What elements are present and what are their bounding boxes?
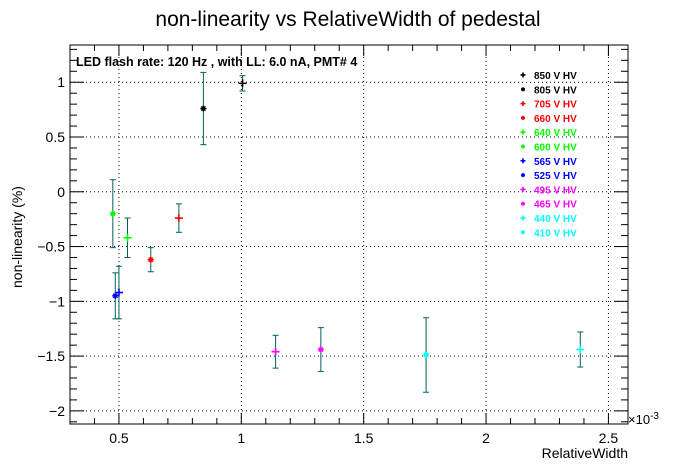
legend-label: 565 V HV <box>534 157 577 168</box>
y-tick-label: −0.5 <box>37 239 65 255</box>
plot-frame <box>69 44 629 425</box>
data-point <box>576 331 585 368</box>
legend-label: 525 V HV <box>534 171 577 182</box>
legend-item: 565 V HV <box>520 157 577 168</box>
chart-title: non-linearity vs RelativeWidth of pedest… <box>155 8 540 31</box>
data-point <box>109 179 116 249</box>
x-tick-label: 1.5 <box>354 430 374 446</box>
point-marker <box>114 288 123 297</box>
point-marker <box>147 256 154 263</box>
legend-marker <box>520 101 526 107</box>
point-marker <box>109 210 116 217</box>
legend-marker <box>520 158 526 164</box>
y-tick-label: 0 <box>57 184 65 200</box>
marker-stroke <box>521 201 525 206</box>
data-point <box>147 247 154 273</box>
marker-stroke <box>200 105 206 112</box>
legend-item: 600 V HV <box>521 143 577 154</box>
marker-stroke <box>110 211 116 217</box>
legend-item: 495 V HV <box>520 185 577 196</box>
legend-label: 600 V HV <box>534 143 577 154</box>
legend-label: 410 V HV <box>534 228 577 239</box>
legend-marker <box>520 129 526 135</box>
point-marker <box>238 79 247 88</box>
legend-label: 440 V HV <box>534 214 577 225</box>
marker-stroke <box>318 346 324 353</box>
data-point <box>112 272 119 320</box>
marker-stroke <box>112 293 118 299</box>
y-tick-label: −1 <box>49 293 65 309</box>
legend-item: 705 V HV <box>520 100 577 111</box>
legend-item: 850 V HV <box>520 71 577 82</box>
marker-stroke <box>521 116 525 120</box>
legend-label: 660 V HV <box>534 114 577 125</box>
data-points <box>109 71 585 393</box>
legend-marker <box>521 201 525 206</box>
legend-marker <box>521 173 525 178</box>
legend-item: 410 V HV <box>521 228 577 239</box>
marker-stroke <box>423 352 429 358</box>
x-tick-label: 1 <box>237 430 245 446</box>
point-marker <box>317 346 324 353</box>
x-axis-exponent-power: -3 <box>650 411 659 422</box>
legend-label: 465 V HV <box>534 200 577 211</box>
legend-marker <box>520 215 526 221</box>
marker-stroke <box>521 144 525 149</box>
legend-item: 465 V HV <box>521 200 577 211</box>
marker-stroke <box>521 230 525 235</box>
x-tick-label: 2.5 <box>599 430 619 446</box>
data-point <box>200 71 207 146</box>
y-tick-label: −2 <box>49 403 65 419</box>
x-tick-label: 2 <box>482 430 490 446</box>
legend-label: 705 V HV <box>534 100 577 111</box>
point-marker <box>200 105 207 112</box>
axes: 0.5 1 1.5 2 2.5 −2 −1.5 −1 −0.5 0 0.5 1 <box>37 45 628 446</box>
legend-item: 525 V HV <box>521 171 577 182</box>
legend-label: 850 V HV <box>534 71 577 82</box>
legend-label: 640 V HV <box>534 128 577 139</box>
point-marker <box>576 345 585 354</box>
legend-marker <box>521 87 525 92</box>
data-point <box>317 327 324 372</box>
data-point <box>174 203 183 233</box>
data-point <box>271 334 280 369</box>
x-axis-exponent: ×10-3 <box>628 411 659 427</box>
legend-marker <box>520 186 526 192</box>
x-axis-label: RelativeWidth <box>542 445 628 461</box>
grid <box>70 45 628 424</box>
legend-item: 440 V HV <box>520 214 577 225</box>
y-tick-label: 0.5 <box>46 129 66 145</box>
legend-item: 660 V HV <box>521 114 577 125</box>
legend-marker <box>521 144 525 149</box>
x-tick-label: 0.5 <box>109 430 129 446</box>
legend-label: 805 V HV <box>534 85 577 96</box>
marker-stroke <box>521 173 525 177</box>
point-marker <box>123 233 132 242</box>
y-axis-label: non-linearity (%) <box>9 186 25 288</box>
legend-marker <box>520 72 526 78</box>
legend-label: 495 V HV <box>534 185 577 196</box>
marker-stroke <box>148 257 154 263</box>
data-point <box>423 317 430 393</box>
data-point <box>114 265 123 320</box>
legend: 850 V HV 805 V HV 705 V HV 660 V HV 640 V HV… <box>520 71 577 239</box>
y-tick-label: −1.5 <box>37 348 65 364</box>
legend-item: 805 V HV <box>521 85 577 96</box>
x-axis-exponent-base: ×10 <box>628 412 650 427</box>
chart-annotation: LED flash rate: 120 Hz , with LL: 6.0 nA… <box>76 55 357 69</box>
point-marker <box>423 351 430 358</box>
data-point <box>123 217 132 259</box>
point-marker <box>112 292 119 299</box>
point-marker <box>271 347 280 356</box>
marker-stroke <box>521 87 525 92</box>
legend-item: 640 V HV <box>520 128 577 139</box>
legend-marker <box>521 115 525 120</box>
legend-marker <box>521 230 525 235</box>
point-marker <box>174 214 183 223</box>
data-point <box>238 75 247 92</box>
y-tick-label: 1 <box>57 74 65 90</box>
